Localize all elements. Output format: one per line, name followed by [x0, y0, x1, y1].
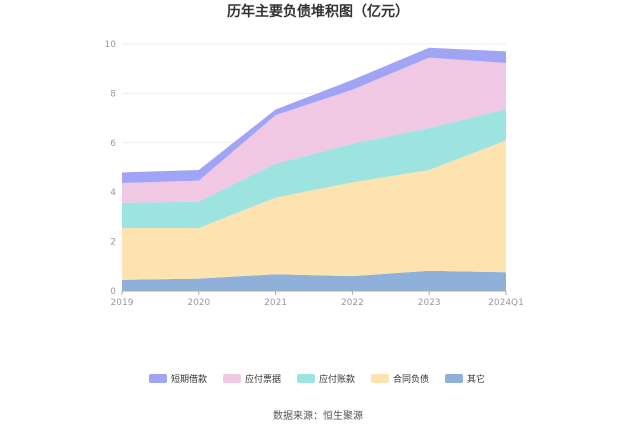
legend-label: 其它 — [467, 373, 485, 385]
x-tick-label: 2022 — [341, 298, 364, 308]
legend-item[interactable]: 其它 — [445, 373, 485, 385]
legend-label: 合同负债 — [393, 373, 429, 385]
legend-item[interactable]: 短期借款 — [149, 373, 207, 385]
legend-swatch — [149, 374, 167, 383]
x-tick-label: 2023 — [418, 298, 441, 308]
legend-item[interactable]: 合同负债 — [371, 373, 429, 385]
y-tick-label: 6 — [110, 139, 116, 149]
legend-swatch — [371, 374, 389, 383]
series-areas — [122, 47, 506, 291]
x-tick-label: 2019 — [111, 298, 134, 308]
legend-swatch — [223, 374, 241, 383]
axes: 0 2 4 6 8 10 2019 2020 2021 2022 2023 2024Q1 — [105, 40, 524, 308]
y-tick-label: 10 — [105, 40, 117, 50]
y-tick-label: 4 — [110, 188, 116, 198]
area-series-1 — [122, 140, 506, 280]
area-series-2 — [122, 109, 506, 229]
legend-item[interactable]: 应付票据 — [223, 373, 281, 385]
legend[interactable]: 短期借款 应付票据 应付账款 合同负债 其它 — [149, 373, 485, 385]
y-tick-label: 8 — [110, 89, 116, 99]
y-tick-label: 0 — [110, 287, 116, 297]
y-tick-label: 2 — [110, 238, 116, 248]
area-series-0 — [122, 270, 506, 291]
legend-swatch — [297, 374, 315, 383]
legend-label: 短期借款 — [171, 373, 207, 385]
x-tick-label: 2021 — [264, 298, 287, 308]
legend-swatch — [445, 374, 463, 383]
x-tick-label: 2020 — [187, 298, 210, 308]
x-tick-label: 2024Q1 — [488, 298, 524, 308]
legend-item[interactable]: 应付账款 — [297, 373, 355, 385]
source-note: 数据来源：恒生聚源 — [273, 409, 363, 422]
area-series-3 — [122, 57, 506, 203]
legend-label: 应付票据 — [245, 373, 281, 385]
legend-label: 应付账款 — [319, 373, 355, 385]
chart-title: 历年主要负债堆积图（亿元） — [227, 3, 409, 20]
